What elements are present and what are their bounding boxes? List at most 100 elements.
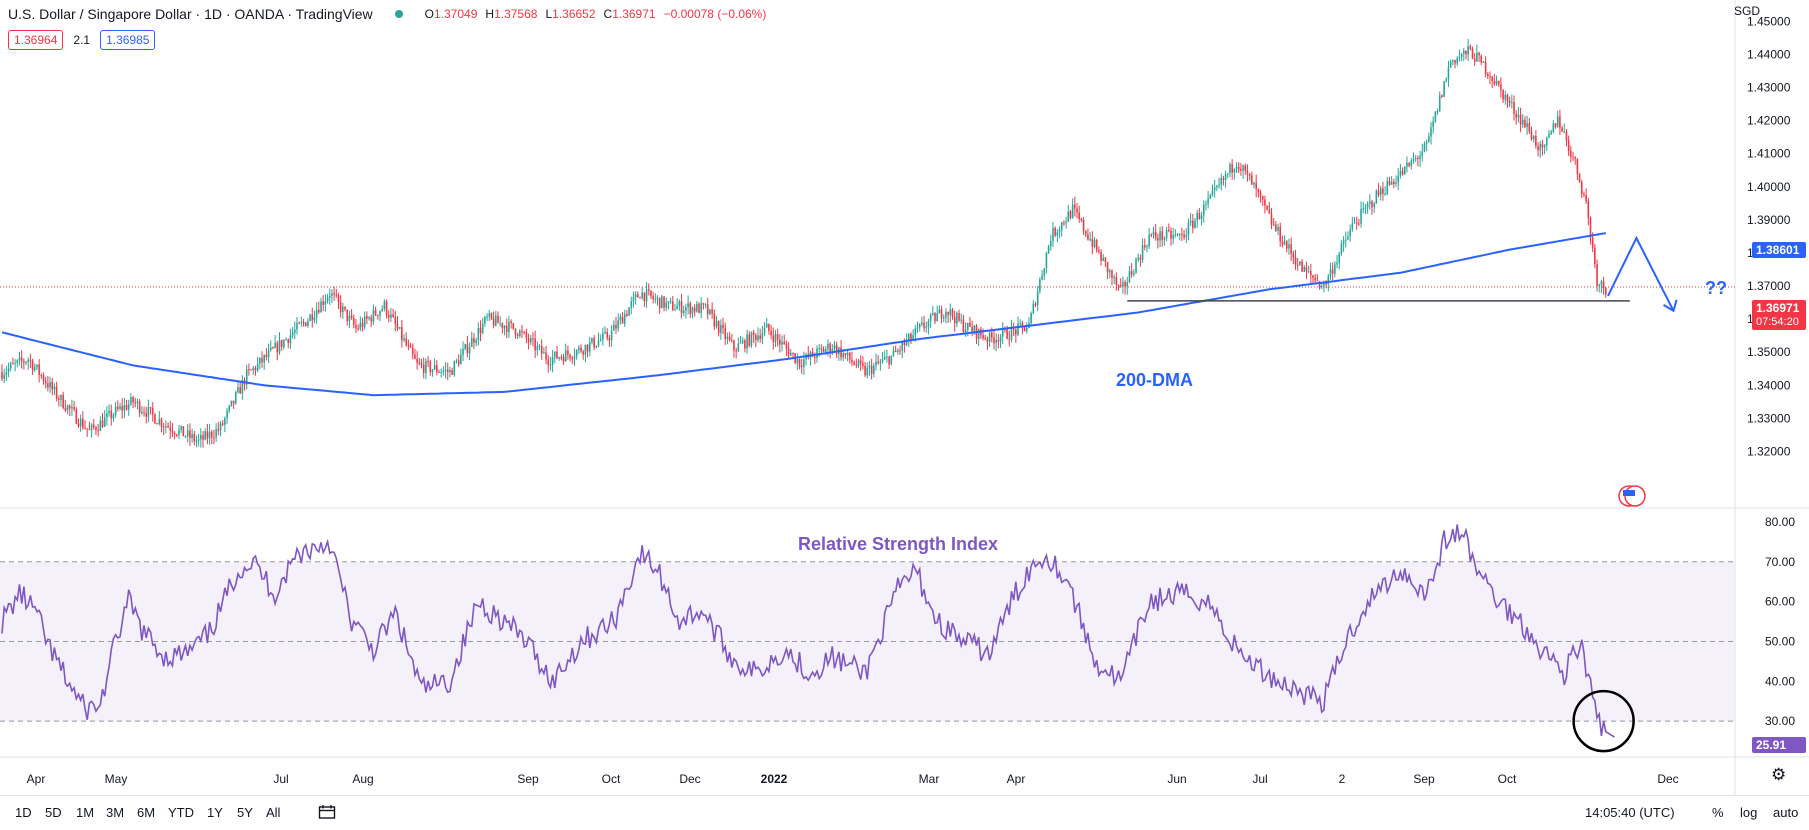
- percent-scale-toggle[interactable]: %: [1712, 805, 1724, 820]
- candle-body: [1379, 188, 1382, 195]
- candle-body: [42, 375, 45, 382]
- gear-icon[interactable]: ⚙: [1771, 765, 1787, 784]
- candle-body: [724, 328, 727, 339]
- candle-body: [785, 344, 788, 349]
- candle-body: [1521, 119, 1524, 125]
- candle-body: [960, 319, 963, 321]
- utc-clock[interactable]: 14:05:40 (UTC): [1585, 805, 1675, 820]
- timeframe-ytd[interactable]: YTD: [168, 805, 194, 820]
- timeframe-1d[interactable]: 1D: [15, 805, 32, 820]
- timeframe-5d[interactable]: 5D: [45, 805, 62, 820]
- candle-body: [370, 317, 373, 322]
- candle-body: [1421, 151, 1424, 156]
- log-scale-toggle[interactable]: log: [1740, 805, 1758, 820]
- candle-body: [381, 308, 383, 312]
- candle-body: [687, 303, 689, 308]
- candle-body: [768, 323, 770, 331]
- timeframe-3m[interactable]: 3M: [106, 805, 125, 820]
- candle-body: [1349, 229, 1351, 237]
- candle-body: [1331, 269, 1334, 274]
- candle-body: [1294, 257, 1297, 265]
- timeframe-6m[interactable]: 6M: [137, 805, 156, 820]
- candle-body: [12, 363, 14, 365]
- candle-body: [597, 340, 600, 346]
- candle-body: [110, 410, 113, 419]
- candle-body: [1594, 247, 1596, 265]
- candle-body: [58, 398, 60, 400]
- symbol-title[interactable]: U.S. Dollar / Singapore Dollar · 1D · OA…: [8, 6, 373, 22]
- buy-price-button[interactable]: 1.36985: [100, 30, 156, 50]
- candle-body: [567, 350, 569, 355]
- timeframe-1m[interactable]: 1M: [76, 805, 95, 820]
- candle-body: [1211, 190, 1214, 195]
- candle-body: [862, 363, 864, 366]
- candle-body: [1465, 50, 1467, 55]
- candle-body: [584, 344, 587, 355]
- candle-body: [1209, 194, 1212, 199]
- candle-body: [176, 434, 178, 436]
- candle-body: [1288, 244, 1290, 249]
- time-axis-tick: Jul: [273, 772, 288, 786]
- candle-body: [905, 340, 908, 346]
- candle-body: [27, 359, 30, 363]
- candle-body: [1102, 257, 1105, 262]
- candle-body: [1587, 201, 1590, 218]
- rsi-value-tag: 25.91: [1752, 737, 1806, 753]
- candle-body: [503, 326, 506, 329]
- candle-body: [348, 315, 351, 321]
- price-chart-canvas[interactable]: 1.45000 1.44000 1.43000 1.42000 1.41000 1.400…: [0, 0, 1809, 795]
- candle-body: [693, 307, 696, 312]
- candle-body: [704, 304, 707, 306]
- candle-body: [1423, 143, 1426, 152]
- candle-body: [1119, 285, 1122, 287]
- candle-body: [1148, 234, 1150, 247]
- candle-body: [733, 340, 735, 351]
- timeframe-all[interactable]: All: [266, 805, 281, 820]
- candle-body: [973, 325, 976, 333]
- candle-body: [964, 330, 967, 332]
- candle-body: [1548, 134, 1550, 138]
- candle-body: [816, 348, 818, 358]
- candle-body: [540, 345, 543, 354]
- candle-body: [796, 359, 799, 363]
- candle-body: [1242, 165, 1244, 171]
- candle-body: [429, 361, 432, 373]
- candle-body: [1091, 239, 1094, 248]
- time-axis-tick: Mar: [919, 772, 940, 786]
- candle-body: [1530, 131, 1533, 140]
- sell-price-button[interactable]: 1.36964: [8, 30, 64, 50]
- candle-body: [652, 296, 654, 300]
- candle-body: [1318, 281, 1321, 288]
- candle-body: [121, 406, 123, 411]
- time-axis-tick: May: [105, 772, 128, 786]
- candle-body: [427, 360, 429, 362]
- rsi-line: [1, 524, 1615, 738]
- candle-body: [628, 307, 630, 316]
- candle-body: [239, 387, 241, 394]
- candle-body: [263, 355, 265, 363]
- candle-body: [534, 338, 536, 351]
- candle-body: [1248, 173, 1251, 176]
- candle-body: [101, 420, 104, 427]
- candle-body: [1152, 231, 1155, 236]
- ohlc-open: O1.37049: [424, 7, 478, 21]
- candle-body: [481, 323, 484, 333]
- auto-scale-toggle[interactable]: auto: [1773, 805, 1799, 820]
- price-axis-tick: 1.34000: [1747, 378, 1791, 392]
- currency-label[interactable]: SGD: [1734, 4, 1761, 18]
- rsi-axis-tick: 50.00: [1765, 634, 1795, 648]
- candle-body: [1493, 80, 1496, 85]
- candle-body: [623, 313, 626, 324]
- timeframe-5y[interactable]: 5Y: [237, 805, 253, 820]
- calendar-range-icon[interactable]: [318, 804, 336, 824]
- candle-body: [759, 335, 761, 340]
- candle-body: [842, 353, 845, 358]
- candle-body: [932, 313, 934, 315]
- candle-body: [47, 383, 49, 388]
- candle-body: [55, 386, 58, 399]
- candle-body: [892, 350, 895, 356]
- timeframe-1y[interactable]: 1Y: [207, 805, 223, 820]
- candle-body: [234, 392, 237, 404]
- candle-body: [619, 316, 622, 321]
- candle-body: [1543, 145, 1546, 148]
